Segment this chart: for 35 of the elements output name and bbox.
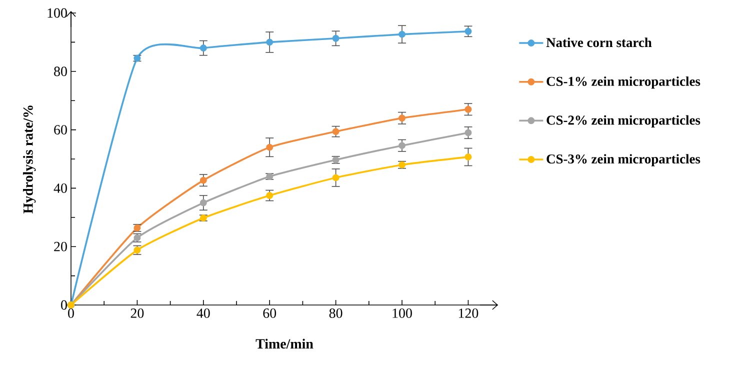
- point: [200, 176, 207, 184]
- point: [266, 38, 274, 46]
- x-tick-label: 0: [68, 308, 74, 318]
- legend-label: CS-1% zein microparticles: [546, 76, 700, 89]
- y-tick-label: 0: [61, 300, 67, 310]
- point: [398, 114, 406, 122]
- point: [398, 30, 406, 38]
- point: [464, 129, 472, 136]
- x-axis-title: Time/min: [256, 338, 314, 349]
- point: [332, 34, 340, 42]
- point: [332, 174, 340, 182]
- x-tick-label: 40: [196, 308, 210, 318]
- x-tick-label: 100: [392, 308, 412, 318]
- y-tick-label: 40: [54, 183, 67, 193]
- point: [464, 28, 472, 35]
- x-tick-label: 20: [130, 308, 144, 318]
- x-tick-label: 60: [263, 308, 276, 318]
- x-tick-label: 120: [458, 308, 478, 318]
- point: [200, 44, 207, 52]
- y-axis-title: Hydrolysis rate/%: [23, 106, 36, 214]
- point: [398, 142, 406, 150]
- legend-label: CS-2% zein microparticles: [546, 115, 700, 128]
- point: [464, 153, 472, 160]
- point: [200, 199, 207, 206]
- x-tick-label: 80: [329, 308, 342, 318]
- point: [464, 106, 472, 113]
- point: [332, 128, 340, 136]
- y-tick-label: 100: [48, 8, 67, 18]
- legend-label: Native corn starch: [546, 38, 652, 48]
- y-tick-label: 80: [54, 66, 67, 76]
- point: [266, 144, 274, 151]
- y-tick-label: 60: [54, 125, 67, 135]
- point: [266, 192, 274, 199]
- y-tick-label: 20: [54, 242, 67, 252]
- legend-label: CS-3% zein microparticles: [546, 154, 700, 166]
